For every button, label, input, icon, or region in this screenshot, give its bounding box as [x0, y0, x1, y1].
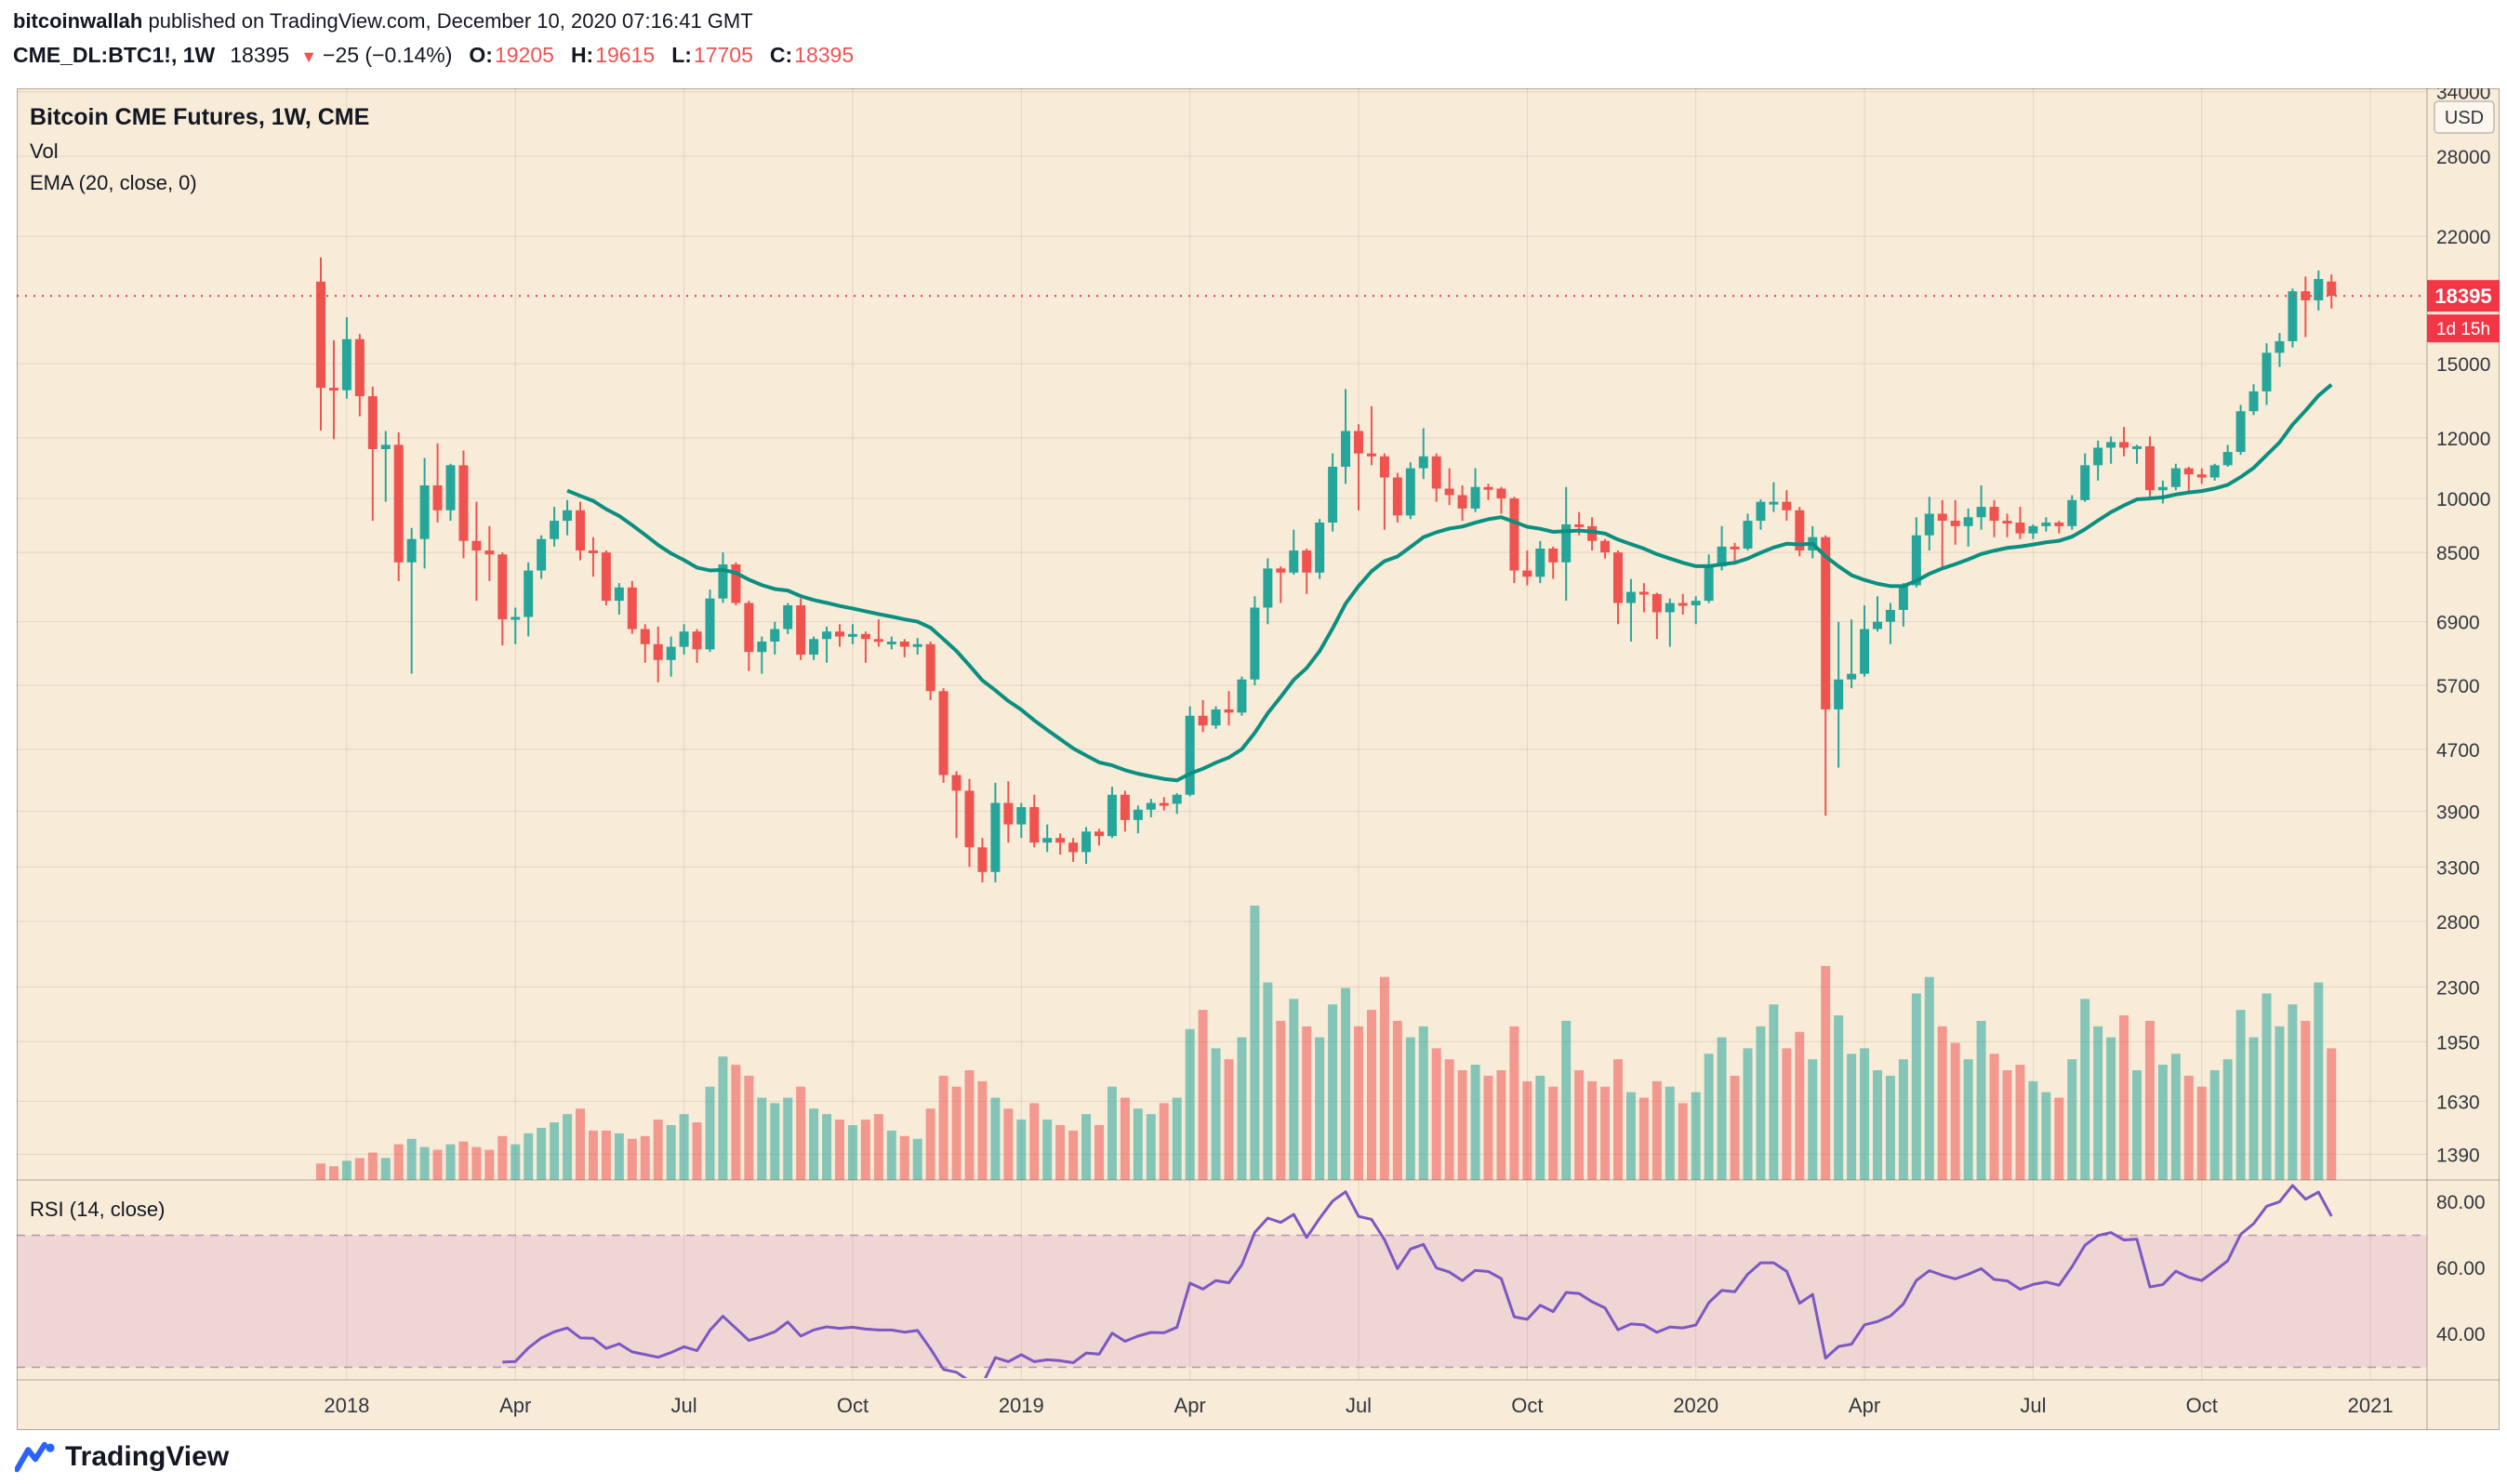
close-label: C: — [769, 43, 793, 67]
svg-text:2019: 2019 — [999, 1394, 1044, 1417]
svg-text:Jul: Jul — [671, 1394, 697, 1417]
attribution-line: bitcoinwallah published on TradingView.c… — [13, 9, 753, 33]
tradingview-wordmark: TradingView — [65, 1441, 230, 1472]
svg-text:1950: 1950 — [2436, 1032, 2480, 1053]
svg-text:2021: 2021 — [2348, 1394, 2394, 1417]
svg-text:2018: 2018 — [324, 1394, 369, 1417]
low-value: 17705 — [693, 43, 753, 67]
svg-text:6900: 6900 — [2436, 613, 2480, 634]
quote-bar: CME_DL:BTC1!, 1W 18395 ▼ −25 (−0.14%) O:… — [13, 43, 854, 68]
currency-toggle-button[interactable]: USD — [2434, 100, 2495, 134]
chart-background[interactable] — [17, 88, 2500, 1430]
svg-text:Apr: Apr — [1174, 1394, 1206, 1417]
down-triangle-icon: ▼ — [300, 47, 318, 66]
ema-indicator-label[interactable]: EMA (20, close, 0) — [30, 171, 197, 194]
chart-frame — [17, 88, 2500, 1430]
ema-line — [566, 383, 2333, 783]
svg-text:Jul: Jul — [1346, 1394, 1372, 1417]
svg-text:2300: 2300 — [2436, 977, 2480, 999]
svg-text:3300: 3300 — [2436, 857, 2480, 879]
chart-title[interactable]: Bitcoin CME Futures, 1W, CME — [30, 104, 370, 130]
close-value: 18395 — [794, 43, 855, 67]
svg-text:1390: 1390 — [2436, 1145, 2480, 1166]
svg-text:1630: 1630 — [2436, 1092, 2480, 1113]
rsi-panel — [17, 1234, 2427, 1369]
price-axis[interactable]: 34000 28000 22000 15000 12000 10000 8500 6900 57… — [2434, 88, 2495, 1345]
chart-canvas[interactable]: 34000 28000 22000 15000 12000 10000 8500 6900 57… — [0, 88, 2507, 1430]
high-value: 19615 — [595, 43, 656, 67]
rsi-indicator-label[interactable]: RSI (14, close) — [30, 1198, 166, 1221]
svg-text:5700: 5700 — [2436, 676, 2480, 697]
footer: TradingView — [0, 1430, 2507, 1484]
svg-text:Oct: Oct — [1511, 1394, 1543, 1417]
svg-text:40.00: 40.00 — [2436, 1324, 2486, 1345]
svg-text:34000: 34000 — [2436, 88, 2490, 104]
svg-text:2020: 2020 — [1673, 1394, 1718, 1417]
svg-text:15000: 15000 — [2436, 354, 2490, 376]
last-price: 18395 — [230, 43, 290, 67]
time-axis[interactable]: 2018 Apr Jul Oct 2019 Apr Jul Oct 2020 Apr Jul Oct 2… — [324, 1394, 2393, 1417]
tradingview-logo-icon — [15, 1441, 55, 1473]
open-label: O: — [469, 43, 493, 67]
svg-text:4700: 4700 — [2436, 740, 2480, 762]
author-name: bitcoinwallah — [13, 9, 143, 33]
svg-text:Oct: Oct — [2186, 1394, 2218, 1417]
svg-text:22000: 22000 — [2436, 227, 2490, 248]
svg-text:12000: 12000 — [2436, 429, 2490, 450]
svg-text:8500: 8500 — [2436, 543, 2480, 564]
candles — [316, 257, 2337, 882]
last-price-label: 18395 — [2427, 280, 2500, 312]
low-label: L: — [671, 43, 692, 67]
rsi-line — [502, 1184, 2333, 1378]
svg-text:18395: 18395 — [2434, 285, 2491, 308]
svg-text:2800: 2800 — [2436, 912, 2480, 934]
svg-text:10000: 10000 — [2436, 489, 2490, 510]
price-change: −25 (−0.14%) — [323, 43, 453, 67]
open-value: 19205 — [494, 43, 554, 67]
high-label: H: — [570, 43, 594, 67]
svg-text:USD: USD — [2445, 108, 2484, 128]
svg-text:Oct: Oct — [837, 1394, 869, 1417]
svg-text:80.00: 80.00 — [2436, 1192, 2486, 1213]
symbol-label: CME_DL:BTC1!, 1W — [13, 43, 216, 67]
svg-text:Apr: Apr — [1849, 1394, 1880, 1417]
svg-text:28000: 28000 — [2436, 147, 2490, 168]
bar-countdown-label: 1d 15h — [2427, 314, 2500, 343]
svg-text:1d 15h: 1d 15h — [2436, 320, 2490, 339]
svg-text:3900: 3900 — [2436, 802, 2480, 824]
svg-text:Apr: Apr — [499, 1394, 531, 1417]
volume-bars — [316, 906, 2337, 1180]
attribution-text: published on TradingView.com, December 1… — [142, 9, 753, 33]
volume-indicator-label[interactable]: Vol — [30, 139, 59, 163]
svg-text:Jul: Jul — [2020, 1394, 2046, 1417]
svg-text:60.00: 60.00 — [2436, 1258, 2486, 1279]
